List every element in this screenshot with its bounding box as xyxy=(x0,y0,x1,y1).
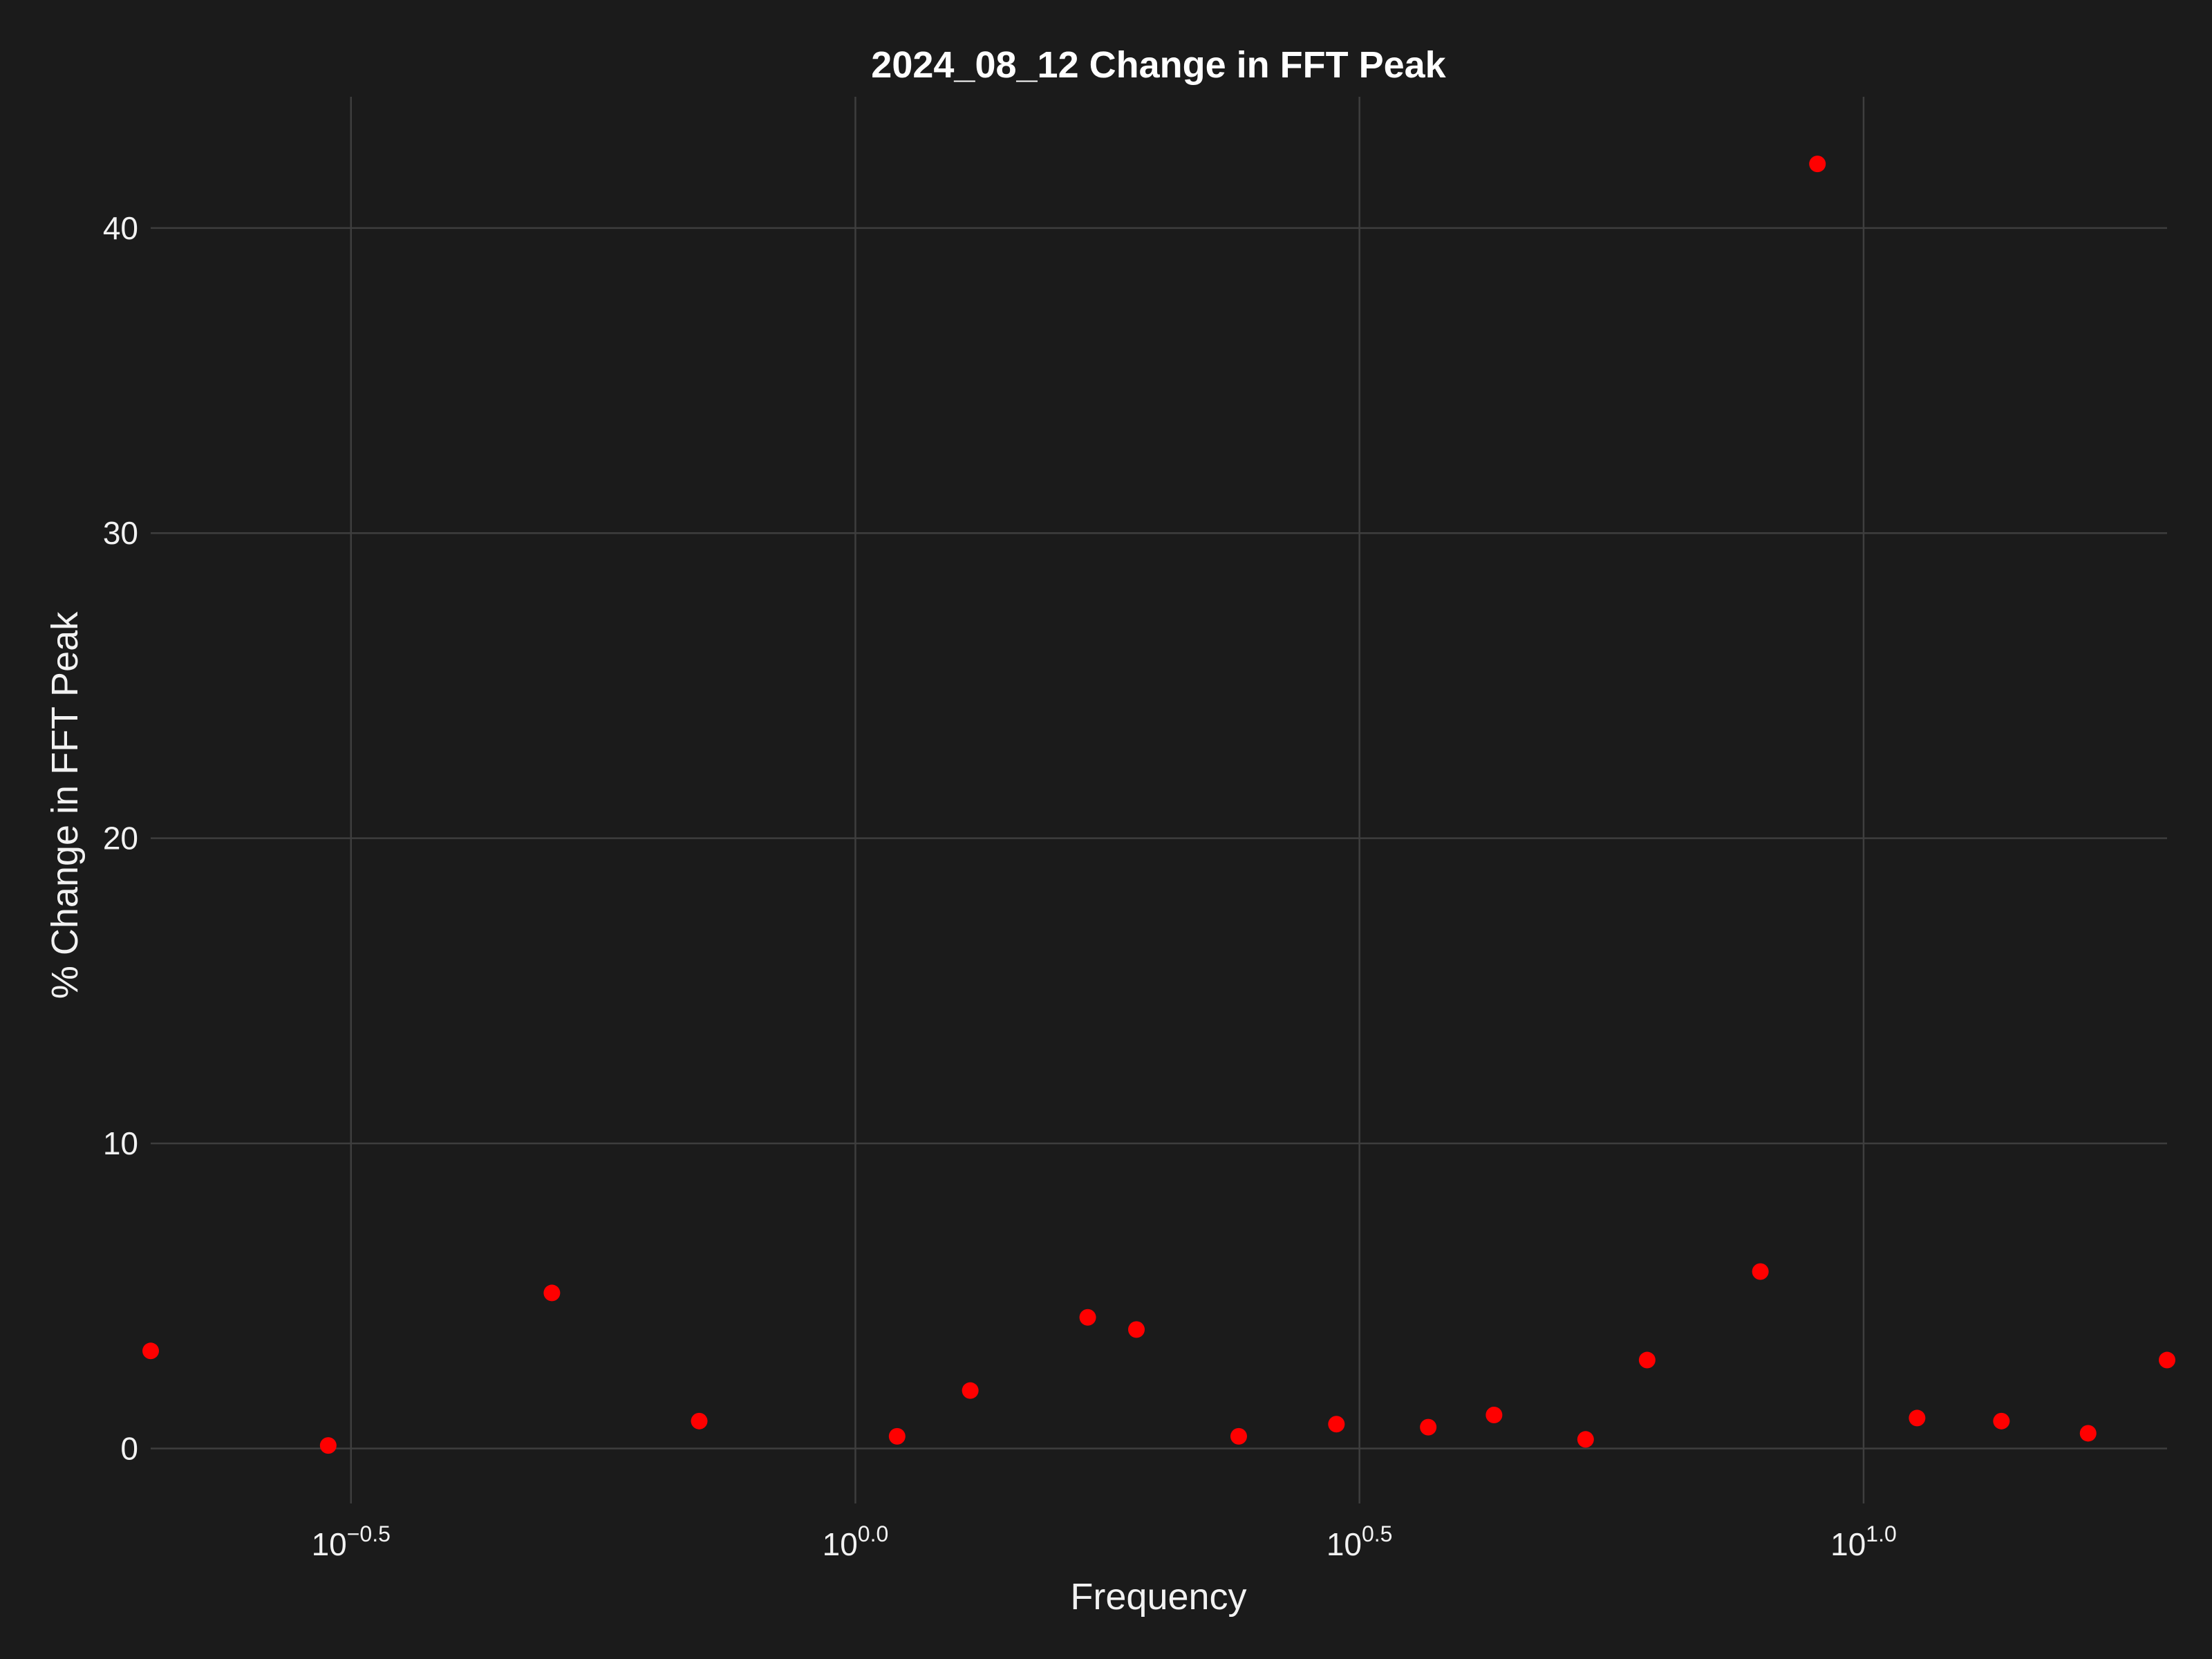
data-point xyxy=(1079,1309,1096,1326)
data-point xyxy=(1230,1427,1247,1445)
data-point xyxy=(1128,1321,1145,1338)
data-point xyxy=(1577,1431,1594,1448)
y-tick-label: 40 xyxy=(103,210,138,246)
data-point xyxy=(1638,1351,1656,1369)
x-tick-exponent: 1.0 xyxy=(1866,1521,1896,1546)
data-point xyxy=(543,1284,561,1302)
x-tick-exponent: 0.0 xyxy=(858,1521,888,1546)
data-point xyxy=(2159,1351,2175,1369)
y-tick-label: 10 xyxy=(103,1125,138,1161)
data-point xyxy=(2079,1425,2097,1442)
grid-lines xyxy=(151,97,2167,1503)
x-tick-label: 101.0 xyxy=(1830,1521,1897,1562)
data-points xyxy=(142,156,2175,1454)
data-point xyxy=(1993,1412,2010,1430)
data-point xyxy=(1909,1409,1926,1427)
x-tick-base: 10 xyxy=(312,1526,347,1562)
y-tick-label: 20 xyxy=(103,821,138,856)
y-tick-label: 30 xyxy=(103,515,138,551)
data-point xyxy=(962,1382,979,1399)
data-point xyxy=(691,1412,708,1430)
x-tick-exponent: 0.5 xyxy=(1362,1521,1392,1546)
x-tick-base: 10 xyxy=(823,1526,858,1562)
x-axis-label: Frequency xyxy=(1070,1576,1246,1618)
x-tick-label: 10−0.5 xyxy=(312,1521,391,1562)
data-point xyxy=(1752,1263,1769,1280)
x-tick-label: 100.0 xyxy=(823,1521,889,1562)
x-tick-base: 10 xyxy=(1830,1526,1866,1562)
data-point xyxy=(888,1427,906,1445)
data-point xyxy=(142,1342,159,1360)
data-point xyxy=(1809,156,1826,173)
x-tick-exponent: −0.5 xyxy=(347,1521,391,1546)
data-point xyxy=(1420,1418,1437,1436)
x-tick-base: 10 xyxy=(1327,1526,1362,1562)
x-tick-label: 100.5 xyxy=(1327,1521,1393,1562)
chart-title: 2024_08_12 Change in FFT Peak xyxy=(871,44,1446,86)
data-point xyxy=(319,1437,337,1454)
data-point xyxy=(1485,1406,1503,1423)
data-point xyxy=(1328,1416,1345,1433)
y-axis-label: % Change in FFT Peak xyxy=(44,611,86,999)
y-tick-label: 0 xyxy=(120,1431,138,1467)
